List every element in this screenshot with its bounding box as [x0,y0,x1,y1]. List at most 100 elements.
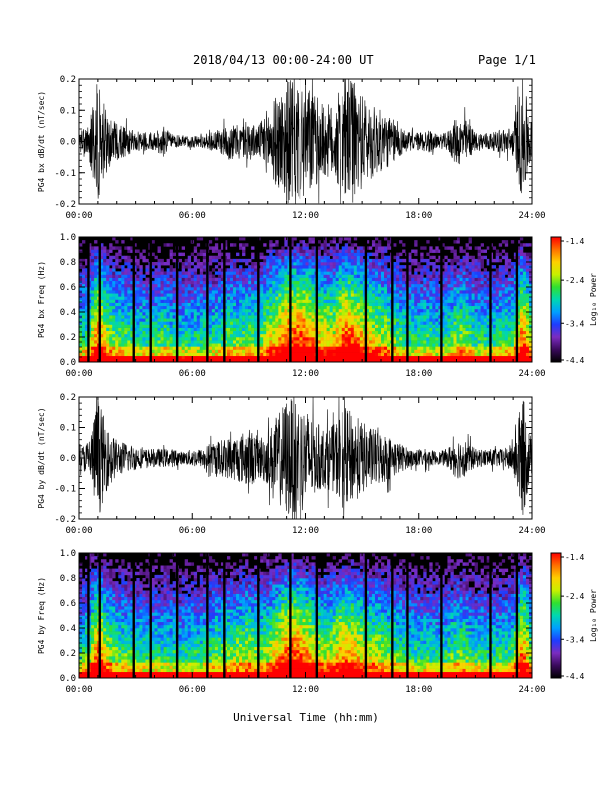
heatmap-cell [145,258,149,263]
heatmap-cell [417,333,421,338]
heatmap-cell [263,299,267,303]
heatmap-cell [172,343,176,347]
heatmap-cell [187,293,192,297]
heatmap-cell [187,265,192,269]
heatmap-cell [193,355,198,360]
heatmap-cell [432,315,436,319]
heatmap-cell [329,352,333,357]
heatmap-cell [109,274,113,278]
heatmap-cell [172,283,176,288]
heatmap-cell [438,324,442,328]
heatmap-cell [127,346,131,350]
heatmap-cell [133,355,137,360]
heatmap-cell [384,346,388,350]
heatmap-cell [263,293,267,297]
heatmap-cell [417,318,421,322]
heatmap-cell [217,271,222,275]
heatmap-cell [82,333,86,338]
heatmap-cell [456,305,460,310]
heatmap-cell [91,352,95,357]
heatmap-cell [305,246,309,250]
heatmap-cell [103,327,107,332]
heatmap-cell [142,330,146,335]
heatmap-cell [133,312,137,316]
heatmap-cell [344,287,349,291]
heatmap-cell [139,315,143,319]
heatmap-cell [79,343,83,347]
heatmap-cell [193,324,198,328]
heatmap-cell [136,337,140,341]
heatmap-cell [495,355,500,360]
heatmap-cell [302,283,306,288]
heatmap-cell [495,308,500,313]
heatmap-cell [281,308,285,313]
heatmap-cell [88,327,92,332]
heatmap-cell [356,290,361,294]
heatmap-cell [387,346,391,350]
heatmap-cell [302,340,306,344]
heatmap-cell [199,252,204,257]
heatmap-cell [88,265,92,269]
heatmap-cell [169,349,173,353]
heatmap-cell [269,299,273,303]
heatmap-cell [100,346,104,350]
heatmap-cell [248,324,252,328]
heatmap-cell [480,352,484,357]
heatmap-cell [414,349,418,353]
heatmap-cell [242,349,246,353]
heatmap-cell [133,346,137,350]
heatmap-cell [193,358,198,363]
heatmap-cell [266,255,270,260]
heatmap-cell [272,262,276,266]
heatmap-cell [121,240,125,244]
heatmap-cell [151,305,155,310]
heatmap-cell [181,333,185,338]
heatmap-cell [387,318,391,322]
heatmap-cell [100,283,104,288]
heatmap-cell [414,299,418,303]
heatmap-cell [169,265,173,269]
heatmap-cell [453,305,457,310]
heatmap-cell [332,258,336,263]
heatmap-cell [178,315,182,319]
heatmap-cell [323,287,327,291]
heatmap-cell [130,308,134,313]
heatmap-cell [302,343,306,347]
heatmap-cell [278,358,282,363]
heatmap-cell [447,271,451,275]
heatmap-cell [287,299,291,303]
heatmap-cell [284,274,288,278]
heatmap-cell [214,327,219,332]
heatmap-cell [242,274,246,278]
heatmap-cell [308,252,312,257]
heatmap-cell [272,308,276,313]
heatmap-cell [435,271,439,275]
heatmap-cell [169,305,173,310]
heatmap-cell [320,274,324,278]
heatmap-cell [450,346,454,350]
heatmap-cell [293,352,297,357]
heatmap-cell [492,302,497,307]
heatmap-cell [381,330,385,335]
heatmap-cell [338,293,343,297]
heatmap-cell [178,277,182,282]
heatmap-cell [365,258,370,263]
heatmap-cell [317,346,321,350]
heatmap-cell [302,333,306,338]
heatmap-cell [91,262,95,266]
heatmap-cell [85,274,89,278]
heatmap-cell [100,277,104,282]
heatmap-cell [368,305,373,310]
heatmap-cell [226,258,231,263]
heatmap-cell [172,287,176,291]
heatmap-cell [287,271,291,275]
heatmap-cell [350,271,355,275]
heatmap-cell [435,312,439,316]
heatmap-cell [423,343,427,347]
heatmap-cell [287,302,291,307]
heatmap-cell [387,255,391,260]
heatmap-cell [91,324,95,328]
heatmap-cell [109,296,113,300]
heatmap-cell [311,277,315,282]
heatmap-cell [118,277,122,282]
